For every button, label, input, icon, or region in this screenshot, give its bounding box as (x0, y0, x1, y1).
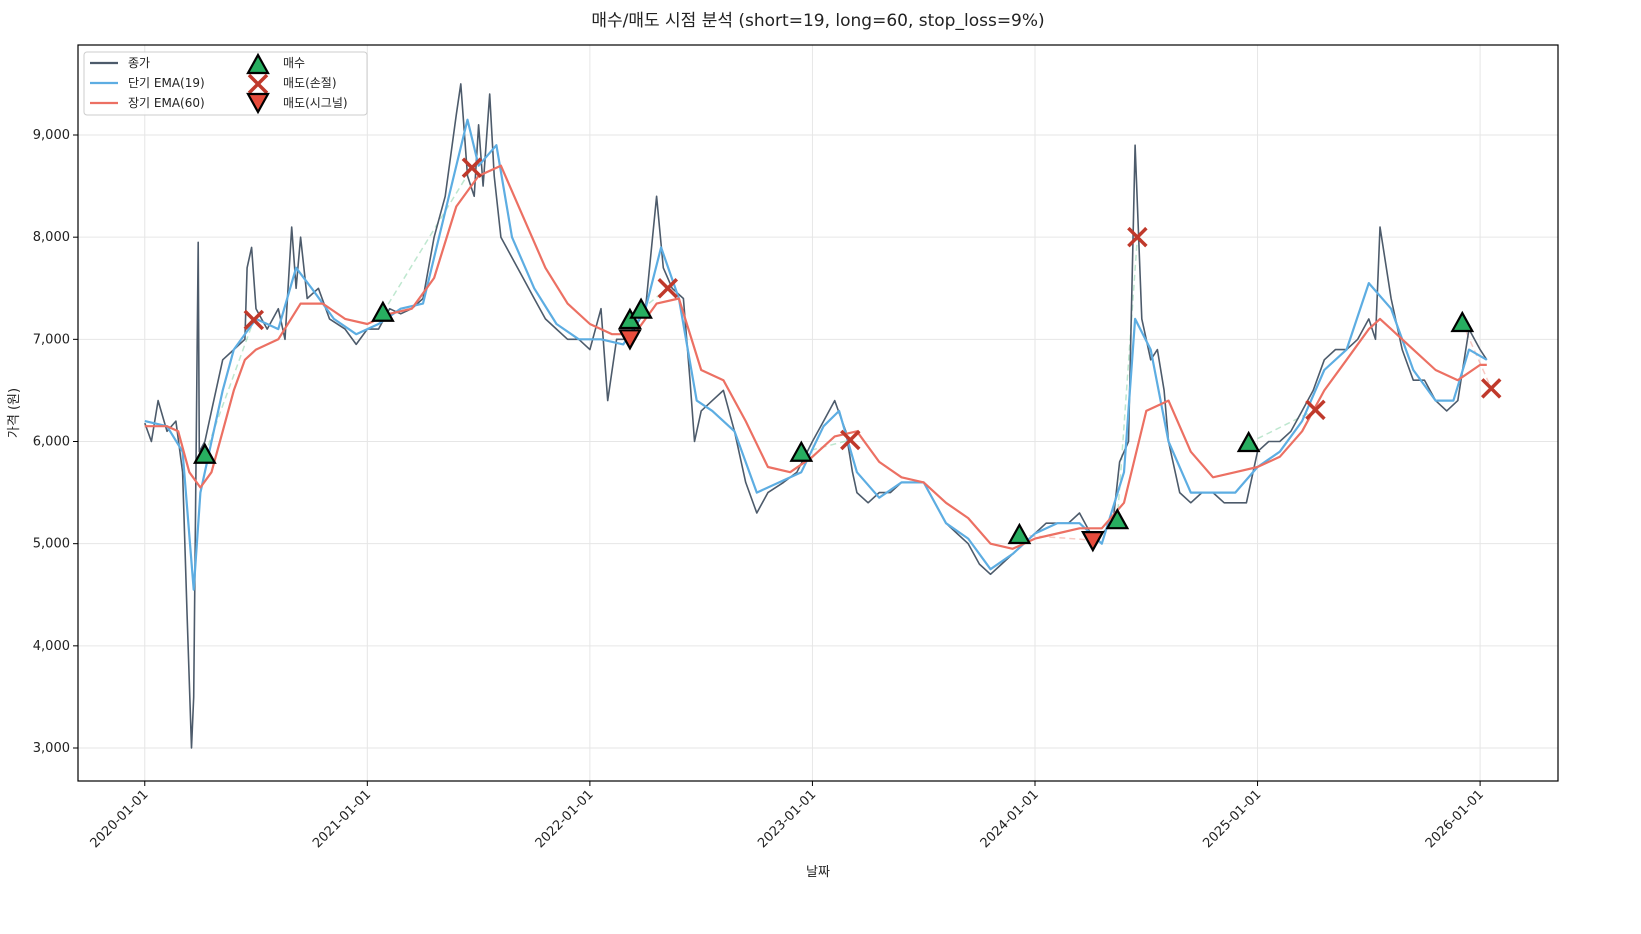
x-tick-label: 2020-01-01 (88, 787, 152, 851)
stop-loss-marker (840, 429, 861, 451)
buy-marker (1105, 507, 1130, 530)
y-axis: 3,000 4,000 5,000 6,000 7,000 8,000 9,000 (33, 128, 78, 756)
short-line (144, 118, 1488, 591)
trade-line (801, 439, 851, 454)
y-tick-label: 6,000 (33, 435, 70, 450)
trade-line (382, 167, 473, 314)
trade-line (1461, 322, 1492, 389)
stop-loss-marker (1127, 226, 1148, 248)
x-tick-label: 2024-01-01 (978, 787, 1042, 851)
legend-label-stop: 매도(손절) (283, 76, 337, 90)
y-tick-label: 3,000 (33, 741, 70, 756)
trade-lines (204, 167, 1492, 541)
legend-swatch-signal (246, 92, 270, 115)
legend-swatch-stop (247, 73, 269, 95)
buy-marker (1236, 430, 1261, 453)
y-tick-label: 5,000 (33, 537, 70, 552)
legend-label-long: 장기 EMA(60) (128, 96, 205, 110)
stop-loss-marker (1305, 399, 1326, 421)
signal-sell-marker (618, 329, 642, 351)
legend-label-close: 종가 (128, 56, 150, 70)
buy-marker (618, 307, 642, 330)
long-line (144, 164, 1487, 550)
buy-marker (1007, 522, 1032, 545)
legend-label-signal: 매도(시그널) (283, 96, 348, 110)
stop-loss-marker (657, 278, 679, 299)
x-tick-label: 2022-01-01 (533, 787, 597, 851)
x-axis: 2020-01-01 2021-01-01 2022-01-01 2023-01-01… (88, 781, 1487, 851)
legend-swatch-buy (246, 52, 270, 75)
buy-marker (192, 442, 217, 464)
stop-loss-marker (461, 157, 483, 178)
x-tick-label: 2025-01-01 (1200, 787, 1264, 851)
y-tick-label: 9,000 (33, 128, 70, 143)
y-axis-label: 가격 (원) (7, 388, 22, 438)
buy-marker (629, 297, 653, 319)
y-tick-label: 7,000 (33, 332, 70, 347)
buy-marker (371, 300, 395, 322)
grid (78, 45, 1558, 781)
series-lines (144, 83, 1488, 749)
trade-line (1116, 237, 1139, 521)
x-axis-label: 날짜 (806, 865, 830, 880)
signal-sell-marker (1080, 530, 1105, 553)
buy-marker (789, 440, 814, 462)
chart-title: 매수/매도 시점 분석 (short=19, long=60, stop_los… (591, 11, 1044, 31)
x-tick-label: 2021-01-01 (310, 787, 374, 851)
legend-label-buy: 매수 (283, 56, 305, 70)
y-tick-label: 4,000 (33, 639, 70, 654)
y-tick-label: 8,000 (33, 230, 70, 245)
legend-label-short: 단기 EMA(19) (128, 76, 205, 90)
plot-frame (77, 44, 1559, 782)
x-tick-label: 2023-01-01 (755, 787, 819, 851)
legend-box (83, 51, 368, 116)
trade-markers (192, 157, 1502, 553)
buy-marker (1450, 310, 1475, 333)
x-tick-label: 2026-01-01 (1423, 787, 1487, 851)
close-line (144, 83, 1488, 749)
stop-loss-marker (1480, 378, 1502, 399)
stop-loss-marker (243, 309, 265, 331)
